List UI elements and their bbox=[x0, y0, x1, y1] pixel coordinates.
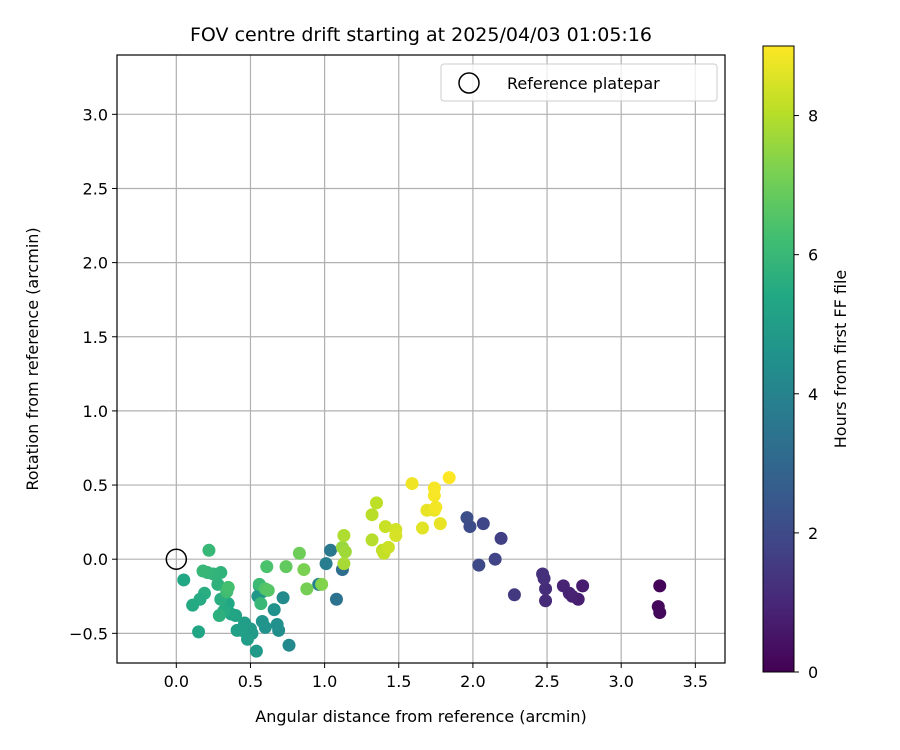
data-point bbox=[260, 560, 274, 574]
data-point bbox=[261, 583, 275, 597]
data-point bbox=[276, 591, 290, 605]
data-point bbox=[267, 603, 281, 617]
data-point bbox=[556, 579, 570, 593]
data-point bbox=[415, 521, 429, 535]
colorbar-tick-label: 8 bbox=[808, 107, 818, 126]
y-axis-label: Rotation from reference (arcmin) bbox=[23, 227, 42, 490]
colorbar: 0 2 4 6 8 Hours from first FF file bbox=[762, 45, 850, 682]
data-point bbox=[370, 496, 384, 510]
x-axis-ticks: 0.0 0.5 1.0 1.5 2.0 2.5 3.0 3.5 bbox=[164, 663, 708, 691]
data-point bbox=[365, 533, 379, 547]
y-tick-label: 1.5 bbox=[83, 328, 108, 347]
x-tick-label: 1.0 bbox=[312, 672, 337, 691]
y-tick-label: 2.5 bbox=[83, 179, 108, 198]
data-point bbox=[196, 564, 210, 578]
legend-entry-reference-platepar: Reference platepar bbox=[507, 74, 660, 93]
data-point bbox=[282, 638, 296, 652]
data-point bbox=[433, 517, 447, 531]
data-point bbox=[337, 557, 351, 571]
data-point bbox=[324, 543, 338, 557]
chart-title: FOV centre drift starting at 2025/04/03 … bbox=[190, 24, 652, 46]
data-point bbox=[389, 528, 403, 542]
data-point bbox=[378, 520, 392, 534]
data-point bbox=[255, 614, 269, 628]
y-tick-label: 0.5 bbox=[83, 476, 108, 495]
data-point bbox=[405, 477, 419, 491]
data-point bbox=[211, 577, 225, 591]
data-point bbox=[427, 488, 441, 502]
x-tick-label: 1.5 bbox=[386, 672, 411, 691]
y-tick-label: 3.0 bbox=[83, 105, 108, 124]
data-point bbox=[202, 543, 216, 557]
y-axis-ticks: −0.5 0.0 0.5 1.0 1.5 2.0 2.5 3.0 bbox=[69, 105, 117, 643]
data-point bbox=[337, 528, 351, 542]
colorbar-ticks: 0 2 4 6 8 bbox=[794, 107, 818, 682]
reference-marker bbox=[165, 548, 188, 570]
data-point bbox=[653, 579, 667, 593]
legend: Reference platepar bbox=[440, 63, 718, 102]
data-point bbox=[249, 644, 263, 658]
plot-frame bbox=[116, 54, 726, 664]
data-point bbox=[429, 500, 443, 514]
colorbar-label: Hours from first FF file bbox=[831, 270, 850, 449]
data-point bbox=[177, 573, 191, 587]
y-tick-label: 0.0 bbox=[83, 550, 108, 569]
colorbar-tick-label: 2 bbox=[808, 524, 818, 543]
data-point bbox=[494, 531, 508, 545]
data-point bbox=[442, 471, 456, 485]
data-point bbox=[297, 563, 311, 577]
legend-box bbox=[440, 63, 718, 102]
data-point bbox=[315, 577, 329, 591]
scatter-points bbox=[177, 471, 667, 658]
data-point bbox=[653, 606, 667, 620]
y-tick-label: 1.0 bbox=[83, 402, 108, 421]
data-point bbox=[381, 540, 395, 554]
data-point bbox=[539, 582, 553, 596]
data-point bbox=[576, 579, 590, 593]
data-point bbox=[279, 560, 293, 574]
data-point bbox=[460, 511, 474, 525]
data-point bbox=[507, 588, 521, 602]
data-point bbox=[472, 558, 486, 572]
y-tick-label: 2.0 bbox=[83, 254, 108, 273]
data-point bbox=[270, 617, 284, 631]
y-tick-label: −0.5 bbox=[69, 624, 108, 643]
data-point bbox=[476, 517, 490, 531]
x-tick-label: 0.0 bbox=[164, 672, 189, 691]
x-tick-label: 2.0 bbox=[460, 672, 485, 691]
data-point bbox=[488, 552, 502, 566]
colorbar-tick-label: 4 bbox=[808, 385, 818, 404]
data-point bbox=[329, 592, 343, 606]
x-tick-label: 3.5 bbox=[683, 672, 708, 691]
data-point bbox=[212, 609, 226, 623]
data-point bbox=[338, 545, 352, 559]
data-point bbox=[365, 508, 379, 522]
data-point bbox=[221, 580, 235, 594]
data-point bbox=[254, 597, 268, 611]
colorbar-tick-label: 0 bbox=[808, 663, 818, 682]
data-point bbox=[192, 625, 206, 639]
colorbar-gradient bbox=[762, 45, 795, 673]
x-tick-label: 2.5 bbox=[534, 672, 559, 691]
x-axis-label: Angular distance from reference (arcmin) bbox=[255, 707, 586, 726]
grid bbox=[117, 55, 725, 663]
colorbar-tick-label: 6 bbox=[808, 246, 818, 265]
data-point bbox=[292, 546, 306, 560]
x-tick-label: 3.0 bbox=[608, 672, 633, 691]
x-tick-label: 0.5 bbox=[238, 672, 263, 691]
data-point bbox=[300, 582, 314, 596]
data-point bbox=[319, 557, 333, 571]
data-point bbox=[539, 594, 553, 608]
legend-marker bbox=[458, 72, 480, 94]
data-point bbox=[536, 567, 550, 581]
data-point bbox=[186, 598, 200, 612]
data-point bbox=[230, 623, 244, 637]
